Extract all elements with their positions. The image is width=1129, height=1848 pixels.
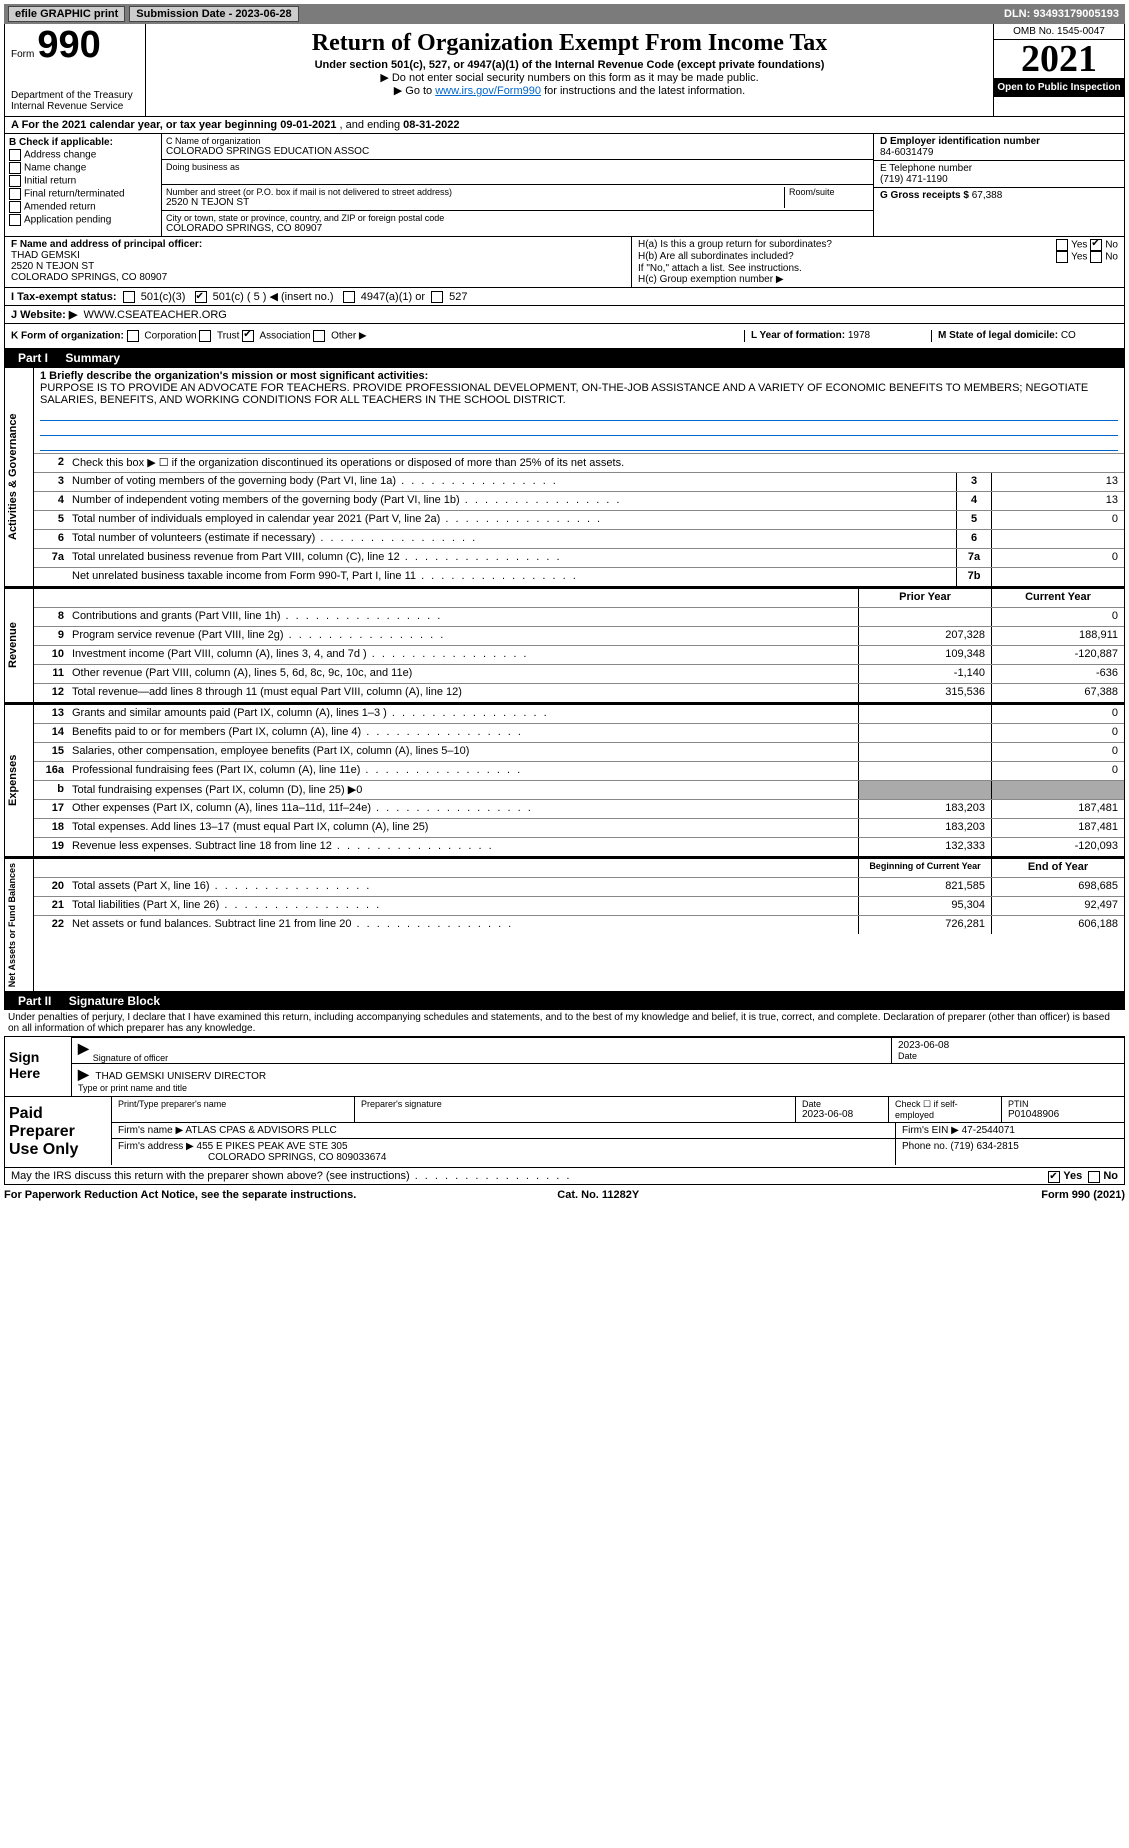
discuss-no[interactable] (1088, 1171, 1100, 1183)
title-box: Return of Organization Exempt From Incom… (146, 24, 993, 116)
box-j: J Website: ▶ WWW.CSEATEACHER.ORG (4, 306, 1125, 324)
i-4947[interactable] (343, 291, 355, 303)
v4: 13 (991, 492, 1124, 510)
form-header: Form 990 Department of the Treasury Inte… (4, 24, 1125, 117)
omb-box: OMB No. 1545-0047 2021 Open to Public In… (993, 24, 1124, 116)
v7b (991, 568, 1124, 586)
gov-block: Activities & Governance 1 Briefly descri… (4, 367, 1125, 587)
firm-phone: (719) 634-2815 (950, 1141, 1018, 1152)
exp-side-label: Expenses (5, 705, 34, 856)
v6 (991, 530, 1124, 548)
v3: 13 (991, 473, 1124, 491)
rev-side-label: Revenue (5, 589, 34, 702)
right-info: D Employer identification number 84-6031… (873, 134, 1124, 236)
k-assoc[interactable] (242, 330, 254, 342)
city-state-zip: COLORADO SPRINGS, CO 80907 (166, 223, 869, 234)
hb-yes[interactable] (1056, 251, 1068, 263)
rev-block: Revenue Prior YearCurrent Year 8Contribu… (4, 587, 1125, 703)
k-trust[interactable] (199, 330, 211, 342)
tax-year: 2021 (994, 40, 1124, 78)
exp-block: Expenses 13Grants and similar amounts pa… (4, 703, 1125, 857)
paid-preparer-label: Paid Preparer Use Only (5, 1097, 111, 1167)
efile-label: efile GRAPHIC print (8, 6, 125, 22)
sign-block: Sign Here ▶Signature of officer 2023-06-… (4, 1036, 1125, 1097)
check-pending[interactable] (9, 214, 21, 226)
firm-ein: 47-2544071 (962, 1125, 1015, 1136)
form-note1: ▶ Do not enter social security numbers o… (154, 71, 985, 84)
hb-no[interactable] (1090, 251, 1102, 263)
form-title: Return of Organization Exempt From Incom… (154, 30, 985, 57)
gross-receipts: 67,388 (972, 190, 1003, 201)
box-f: F Name and address of principal officer:… (5, 237, 631, 287)
check-final[interactable] (9, 188, 21, 200)
k-other[interactable] (313, 330, 325, 342)
perjury-declaration: Under penalties of perjury, I declare th… (4, 1010, 1125, 1036)
sign-here-label: Sign Here (5, 1037, 71, 1096)
check-initial[interactable] (9, 175, 21, 187)
box-i: I Tax-exempt status: 501(c)(3) 501(c) ( … (4, 288, 1125, 306)
street-address: 2520 N TEJON ST (166, 197, 784, 208)
website: WWW.CSEATEACHER.ORG (83, 309, 226, 321)
discuss-yes[interactable] (1048, 1171, 1060, 1183)
dept-treasury: Department of the Treasury (11, 90, 139, 101)
open-inspection: Open to Public Inspection (994, 78, 1124, 97)
box-c: C Name of organization COLORADO SPRINGS … (162, 134, 873, 236)
ein: 84-6031479 (880, 147, 1118, 158)
check-address[interactable] (9, 149, 21, 161)
state-domicile: CO (1061, 330, 1076, 341)
i-501c[interactable] (195, 291, 207, 303)
net-block: Net Assets or Fund Balances Beginning of… (4, 857, 1125, 992)
form-subtitle: Under section 501(c), 527, or 4947(a)(1)… (154, 59, 985, 71)
footer: For Paperwork Reduction Act Notice, see … (4, 1185, 1125, 1205)
mission-text: PURPOSE IS TO PROVIDE AN ADVOCATE FOR TE… (40, 382, 1118, 406)
org-name: COLORADO SPRINGS EDUCATION ASSOC (166, 146, 869, 157)
part2-header: Part II Signature Block (4, 992, 1125, 1010)
irs-label: Internal Revenue Service (11, 101, 139, 112)
mission: 1 Briefly describe the organization's mi… (34, 368, 1124, 453)
ptin: P01048906 (1008, 1109, 1118, 1120)
part1-header: Part I Summary (4, 349, 1125, 367)
row-fh: F Name and address of principal officer:… (4, 237, 1125, 288)
submission-date: Submission Date - 2023-06-28 (129, 6, 298, 22)
v7a: 0 (991, 549, 1124, 567)
officer-printed: THAD GEMSKI UNISERV DIRECTOR (95, 1071, 266, 1082)
form-note2: ▶ Go to www.irs.gov/Form990 for instruct… (154, 84, 985, 97)
preparer-block: Paid Preparer Use Only Print/Type prepar… (4, 1097, 1125, 1168)
discuss-row: May the IRS discuss this return with the… (4, 1168, 1125, 1185)
check-amended[interactable] (9, 201, 21, 213)
gov-side-label: Activities & Governance (5, 368, 34, 586)
i-527[interactable] (431, 291, 443, 303)
v5: 0 (991, 511, 1124, 529)
box-b: B Check if applicable: Address change Na… (5, 134, 162, 236)
k-corp[interactable] (127, 330, 139, 342)
row-klm: K Form of organization: Corporation Trus… (4, 324, 1125, 349)
form-number-box: Form 990 Department of the Treasury Inte… (5, 24, 146, 116)
period-row: A For the 2021 calendar year, or tax yea… (4, 117, 1125, 134)
ha-no[interactable] (1090, 239, 1102, 251)
i-501c3[interactable] (123, 291, 135, 303)
entity-block: B Check if applicable: Address change Na… (4, 134, 1125, 237)
irs-link[interactable]: www.irs.gov/Form990 (435, 85, 541, 97)
dln: DLN: 93493179005193 (1004, 8, 1119, 20)
net-side-label: Net Assets or Fund Balances (5, 859, 34, 991)
officer-name: THAD GEMSKI (11, 250, 80, 261)
ha-yes[interactable] (1056, 239, 1068, 251)
box-h: H(a) Is this a group return for subordin… (631, 237, 1124, 287)
check-name[interactable] (9, 162, 21, 174)
efile-topbar: efile GRAPHIC print Submission Date - 20… (4, 4, 1125, 24)
year-formation: 1978 (848, 330, 870, 341)
phone: (719) 471-1190 (880, 174, 1118, 185)
room-suite: Room/suite (784, 187, 869, 208)
firm-name: ATLAS CPAS & ADVISORS PLLC (185, 1125, 336, 1136)
